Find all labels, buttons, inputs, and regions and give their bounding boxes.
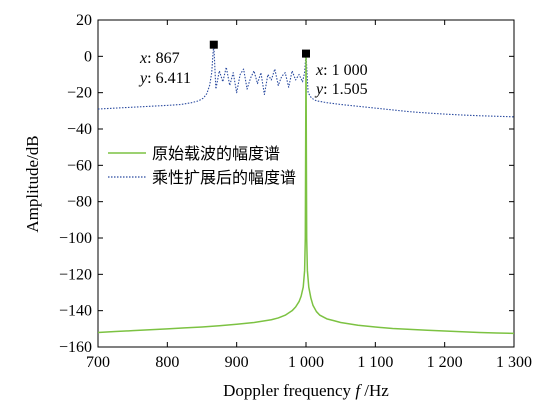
legend-label-expanded: 乘性扩展后的幅度谱 — [152, 168, 296, 187]
series-line-original — [97, 52, 515, 335]
marker-label-2: x: 1 000 y: 1.505 — [314, 62, 368, 98]
x-tick-label: 1 000 — [288, 354, 324, 371]
marker-point-2 — [302, 49, 310, 58]
marker-layer — [209, 40, 310, 58]
svg-text:y: 1.505: y: 1.505 — [314, 81, 368, 98]
svg-text:x: 867: x: 867 — [139, 50, 180, 67]
x-tick-label: 800 — [155, 354, 179, 371]
axis-tick-labels: 700 800 900 1 000 1 100 1 200 1 300 −160 −140 −12… — [59, 12, 532, 371]
y-tick-label: −40 — [67, 121, 92, 138]
series-layer — [97, 44, 515, 335]
x-tick-label: 1 200 — [427, 354, 463, 371]
y-tick-label: −100 — [59, 230, 92, 247]
x-tick-label: 1 100 — [357, 354, 393, 371]
y-tick-label: −140 — [59, 303, 92, 320]
marker-point-1 — [209, 40, 218, 49]
legend: 原始载波的幅度谱 乘性扩展后的幅度谱 — [108, 144, 296, 187]
y-tick-label: 20 — [76, 12, 92, 29]
x-axis-title: Doppler frequency f /Hz — [223, 381, 389, 400]
x-tick-label: 700 — [86, 354, 110, 371]
y-axis-title: Amplitude/dB — [23, 135, 42, 232]
x-tick-label: 900 — [225, 354, 249, 371]
y-tick-label: −80 — [67, 194, 92, 211]
y-tick-label: −160 — [59, 339, 92, 356]
y-tick-label: −20 — [67, 85, 92, 102]
y-tick-label: −60 — [67, 157, 92, 174]
x-tick-label: 1 300 — [496, 354, 532, 371]
svg-text:x: 1 000: x: 1 000 — [315, 62, 368, 79]
legend-label-original: 原始载波的幅度谱 — [152, 144, 280, 163]
series-line-expanded — [97, 44, 515, 118]
y-tick-label: −120 — [59, 266, 92, 283]
marker-label-1: x: 867 y: 6.411 — [138, 50, 191, 87]
axis-ticks — [97, 19, 515, 348]
svg-text:y: 6.411: y: 6.411 — [138, 70, 191, 87]
y-tick-label: 0 — [84, 48, 92, 65]
